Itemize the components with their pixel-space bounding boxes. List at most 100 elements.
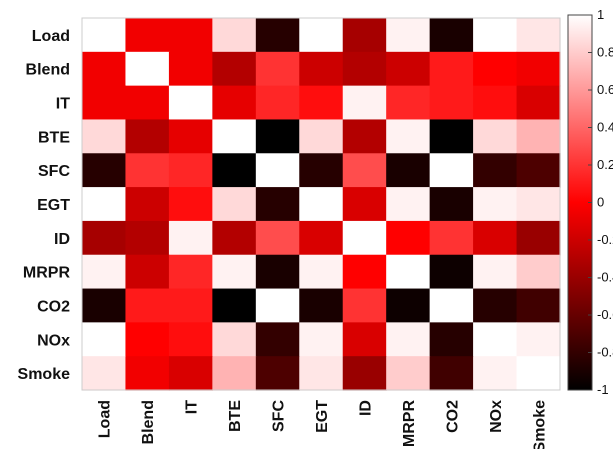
heatmap-cell-mrpr-bte	[212, 254, 257, 290]
heatmap-cell-it-bte	[212, 85, 257, 121]
heatmap-cell-id-sfc	[255, 220, 300, 256]
heatmap-cell-bte-load	[82, 119, 127, 154]
heatmap-cell-egt-smoke	[516, 187, 561, 222]
heatmap-cell-blend-blend	[125, 51, 170, 87]
heatmap-cell-blend-load	[82, 51, 127, 87]
colorbar-tick-label: 0.4	[597, 120, 613, 135]
heatmap-cell-load-blend	[125, 18, 170, 53]
colorbar-tick-label: 0.6	[597, 82, 613, 97]
column-label-load: Load	[97, 400, 114, 438]
colorbar-tick-label: -0.4	[597, 270, 613, 285]
heatmap-cell-it-nox	[473, 85, 518, 121]
colorbar-tick-label: 0.8	[597, 45, 613, 60]
heatmap-cell-co2-co2	[429, 288, 474, 323]
column-label-co2: CO2	[444, 400, 461, 433]
colorbar-ticks: 1 0.8 0.6 0.4 0.2 0 -0.2 -0.4 -0.6 -0.8 -1	[588, 7, 613, 397]
heatmap-cell-sfc-it	[168, 153, 213, 188]
heatmap-cell-mrpr-smoke	[516, 254, 561, 290]
heatmap-cell-it-smoke	[516, 85, 561, 121]
heatmap-cell-blend-it	[168, 51, 213, 87]
heatmap-cell-nox-blend	[125, 322, 170, 357]
heatmap-cell-load-load	[82, 18, 127, 53]
heatmap-cell-load-bte	[212, 18, 257, 53]
heatmap-cell-bte-co2	[429, 119, 474, 154]
heatmap-cell-it-mrpr	[386, 85, 431, 121]
heatmap-cell-bte-sfc	[255, 119, 300, 154]
heatmap-cell-blend-egt	[299, 51, 344, 87]
column-label-bte: BTE	[227, 400, 244, 432]
heatmap-cell-mrpr-id	[342, 254, 387, 290]
heatmap-cell-smoke-blend	[125, 356, 170, 391]
heatmap-cell-bte-nox	[473, 119, 518, 154]
heatmap-cell-mrpr-egt	[299, 254, 344, 290]
heatmap-cell-sfc-blend	[125, 153, 170, 188]
heatmap-cell-load-mrpr	[386, 18, 431, 53]
heatmap-cell-egt-co2	[429, 187, 474, 222]
heatmap-cell-smoke-nox	[473, 356, 518, 391]
row-label-smoke: Smoke	[18, 366, 71, 383]
heatmap-cell-nox-egt	[299, 322, 344, 357]
heatmap-cell-load-id	[342, 18, 387, 53]
heatmap-cell-id-mrpr	[386, 220, 431, 256]
heatmap-cell-egt-mrpr	[386, 187, 431, 222]
heatmap-cell-nox-it	[168, 322, 213, 357]
column-label-sfc: SFC	[271, 400, 288, 432]
heatmap-cell-egt-bte	[212, 187, 257, 222]
column-label-it: IT	[184, 400, 201, 414]
heatmap-cell-nox-co2	[429, 322, 474, 357]
heatmap-cell-blend-bte	[212, 51, 257, 87]
heatmap-cell-id-nox	[473, 220, 518, 256]
heatmap-cell-egt-sfc	[255, 187, 300, 222]
heatmap-cell-bte-egt	[299, 119, 344, 154]
colorbar-tick-label: 0	[597, 195, 604, 210]
heatmap-cell-smoke-sfc	[255, 356, 300, 391]
heatmap-cell-nox-load	[82, 322, 127, 357]
heatmap-cell-mrpr-mrpr	[386, 254, 431, 290]
heatmap-cell-id-co2	[429, 220, 474, 256]
column-label-blend: Blend	[140, 400, 157, 444]
heatmap-cell-it-co2	[429, 85, 474, 121]
heatmap-cell-co2-it	[168, 288, 213, 323]
heatmap-cell-egt-id	[342, 187, 387, 222]
heatmap-cell-id-egt	[299, 220, 344, 256]
heatmap-cell-sfc-co2	[429, 153, 474, 188]
colorbar-tick-label: 0.2	[597, 157, 613, 172]
colorbar-tick-label: -0.6	[597, 307, 613, 322]
heatmap-cell-sfc-smoke	[516, 153, 561, 188]
heatmap-cell-load-it	[168, 18, 213, 53]
heatmap-cell-egt-egt	[299, 187, 344, 222]
heatmap-cell-load-smoke	[516, 18, 561, 53]
heatmap-cell-sfc-egt	[299, 153, 344, 188]
heatmap-cell-nox-id	[342, 322, 387, 357]
heatmap-cell-co2-load	[82, 288, 127, 323]
column-label-nox: NOx	[488, 400, 505, 433]
row-label-bte: BTE	[38, 129, 70, 146]
heatmap-cell-mrpr-nox	[473, 254, 518, 290]
heatmap-cell-sfc-load	[82, 153, 127, 188]
heatmap-cell-blend-sfc	[255, 51, 300, 87]
plot-frame	[81, 17, 561, 391]
colorbar-tick-label: 1	[597, 7, 604, 22]
heatmap-cell-bte-blend	[125, 119, 170, 154]
heatmap-cell-load-nox	[473, 18, 518, 53]
heatmap-cell-id-it	[168, 220, 213, 256]
heatmap-cell-smoke-id	[342, 356, 387, 391]
heatmap-cell-it-egt	[299, 85, 344, 121]
heatmap-cell-smoke-it	[168, 356, 213, 391]
heatmap-cell-nox-mrpr	[386, 322, 431, 357]
heatmap-cell-mrpr-it	[168, 254, 213, 290]
row-label-co2: CO2	[37, 298, 70, 315]
heatmap-cell-egt-blend	[125, 187, 170, 222]
heatmap-cell-smoke-mrpr	[386, 356, 431, 391]
heatmap-cell-load-sfc	[255, 18, 300, 53]
heatmap-cell-bte-id	[342, 119, 387, 154]
colorbar-tick-label: -1	[597, 382, 609, 397]
heatmap-cell-sfc-nox	[473, 153, 518, 188]
heatmap-cell-it-id	[342, 85, 387, 121]
row-labels: Load Blend IT BTE SFC EGT ID MRPR CO2 NOx Smoke	[18, 28, 71, 383]
heatmap-cell-bte-it	[168, 119, 213, 154]
column-label-egt: EGT	[314, 400, 331, 433]
heatmap-cell-blend-smoke	[516, 51, 561, 87]
heatmap-cell-id-bte	[212, 220, 257, 256]
